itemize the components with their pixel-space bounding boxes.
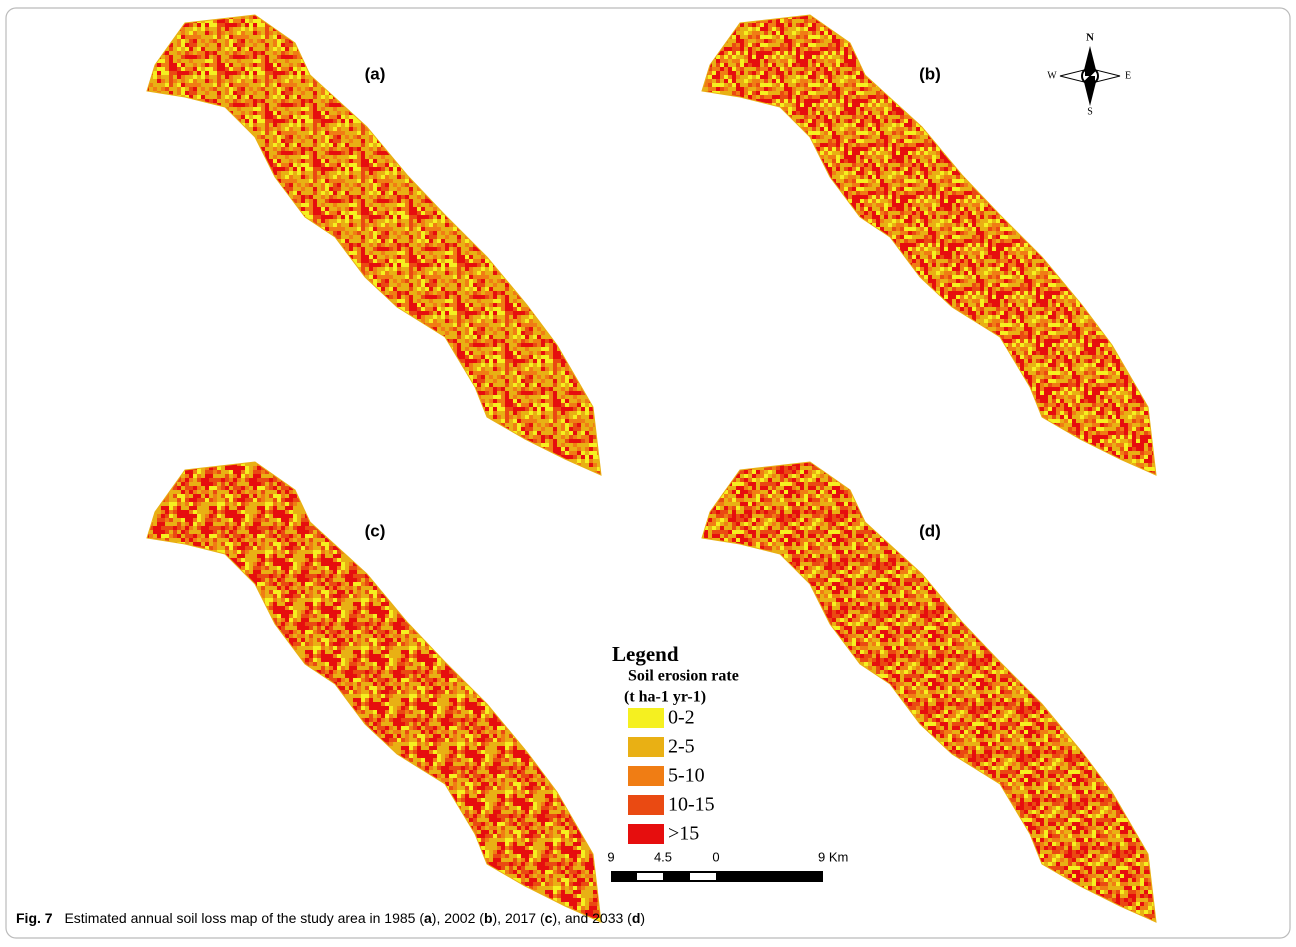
legend-swatch [628, 708, 664, 728]
legend-subtitle: Soil erosion rate [628, 668, 739, 685]
caption-text: d [632, 910, 641, 926]
caption: Fig. 7 Estimated annual soil loss map of… [16, 910, 645, 926]
scale-label: 0 [712, 849, 719, 864]
legend-swatch [628, 737, 664, 757]
legend-title: Legend [612, 642, 679, 666]
caption-text: ), 2017 ( [493, 910, 545, 926]
caption-label: Fig. 7 [16, 910, 53, 926]
legend-swatch [628, 824, 664, 844]
compass-n: N [1086, 32, 1094, 44]
caption-text: a [424, 910, 432, 926]
legend-label: 2-5 [668, 736, 695, 758]
compass-e: E [1125, 70, 1131, 81]
maps: (a) (b) (c) (d) [146, 14, 1157, 923]
frame [5, 7, 1291, 939]
watershed [701, 14, 1157, 476]
scale-bar: 9 4.5 0 9 Km [607, 849, 848, 882]
legend: Legend Soil erosion rate (t ha-1 yr-1) 0… [612, 642, 739, 845]
map-panel: (a) [146, 14, 602, 476]
watershed [146, 14, 602, 476]
legend-swatch [628, 795, 664, 815]
caption-text: ), 2002 ( [432, 910, 484, 926]
scale-label: 4.5 [654, 849, 672, 864]
panel-label: (c) [365, 521, 386, 540]
panel-label: (b) [919, 64, 941, 83]
map-panel: (d) [701, 461, 1157, 923]
map-panel: (c) [146, 461, 602, 923]
panel-label: (d) [919, 521, 941, 540]
legend-label: 0-2 [668, 707, 695, 729]
legend-swatch [628, 766, 664, 786]
compass-w: W [1047, 70, 1057, 81]
caption-text: b [484, 910, 493, 926]
caption-text: Estimated annual soil loss map of the st… [64, 910, 424, 926]
compass: N E S W [1047, 32, 1131, 118]
legend-label: 5-10 [668, 765, 705, 787]
map-panel: (b) [701, 14, 1157, 476]
caption-text: ), and 2033 ( [552, 910, 632, 926]
caption-text: c [545, 910, 553, 926]
legend-label: 10-15 [668, 794, 715, 816]
legend-units: (t ha-1 yr-1) [624, 689, 706, 706]
caption-text: ) [640, 910, 645, 926]
legend-label: >15 [668, 823, 699, 845]
scale-label: 9 [607, 849, 614, 864]
watershed [146, 461, 602, 923]
scale-label: 9 Km [818, 849, 848, 864]
watershed [701, 461, 1157, 923]
panel-label: (a) [365, 64, 386, 83]
compass-s: S [1087, 106, 1093, 117]
